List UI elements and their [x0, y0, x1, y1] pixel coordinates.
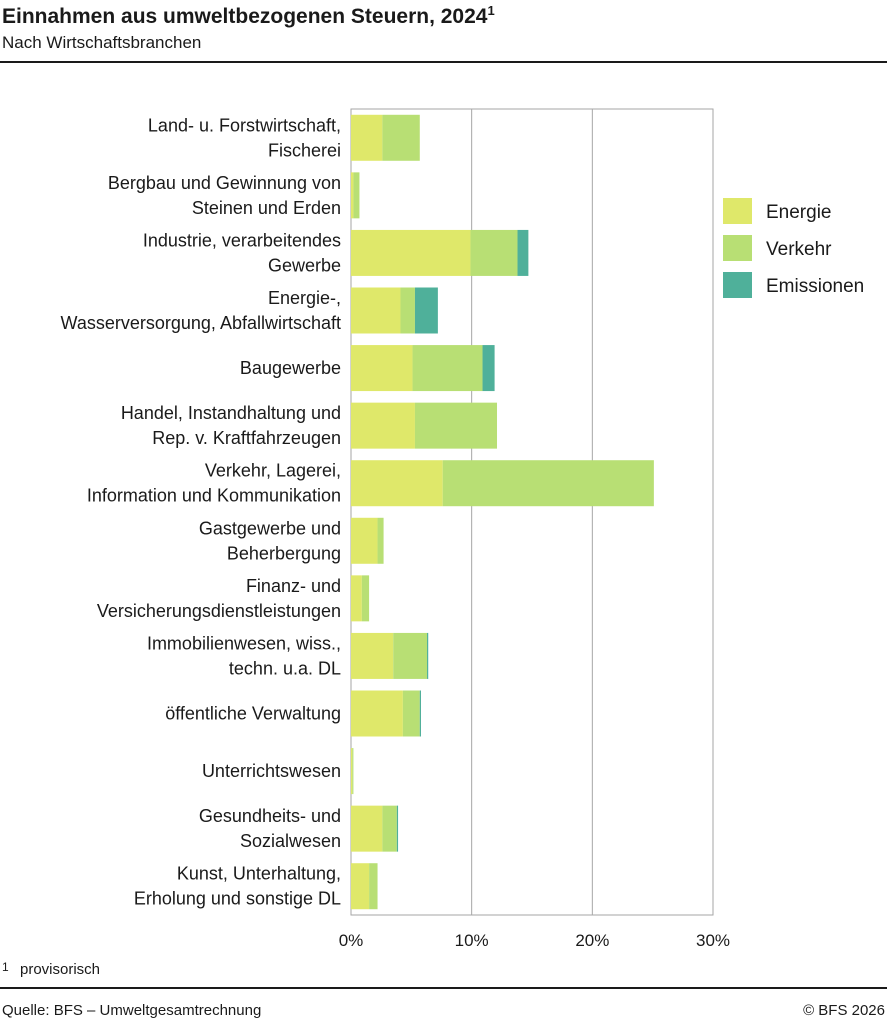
plot-frame	[350, 108, 714, 916]
category-label: techn. u.a. DL	[229, 658, 341, 678]
category-label: Baugewerbe	[240, 358, 341, 378]
category-label: Gewerbe	[268, 255, 341, 275]
bar-energie	[351, 229, 471, 276]
bar-verkehr	[470, 229, 518, 276]
category-label: Fischerei	[268, 140, 341, 160]
legend-swatch-energie	[723, 198, 752, 224]
category-label: Finanz- und	[246, 576, 341, 596]
category-label: öffentliche Verwaltung	[165, 704, 341, 724]
bar-energie	[351, 690, 403, 737]
category-label: Gastgewerbe und	[199, 518, 341, 538]
x-tick-label: 30%	[696, 931, 730, 950]
bar-emissionen	[396, 805, 399, 852]
bar-verkehr	[393, 632, 428, 679]
bar-verkehr	[402, 690, 420, 737]
category-label: Unterrichtswesen	[202, 761, 341, 781]
legend-label: Verkehr	[766, 239, 832, 260]
bar-verkehr	[382, 805, 397, 852]
source-note: Quelle: BFS – Umweltgesamtrechnung	[2, 1002, 262, 1019]
footnote-text: provisorisch	[20, 961, 101, 978]
stacked-bar-chart: 0% 10% 20% 30% Land- u. Forstwirtschaft, Fisc…	[61, 108, 864, 950]
bar-energie	[351, 863, 370, 910]
bar-verkehr	[353, 172, 360, 219]
bar-energie	[351, 172, 354, 219]
category-label: Handel, Instandhaltung und	[121, 403, 341, 423]
category-label: Versicherungsdienstleistungen	[97, 601, 341, 621]
bar-verkehr	[400, 287, 415, 334]
x-tick-label: 0%	[339, 931, 364, 950]
bar-verkehr	[414, 402, 498, 449]
category-label: Immobilienwesen, wiss.,	[147, 633, 341, 653]
category-label: Wasserversorgung, Abfallwirtschaft	[61, 313, 341, 333]
category-label: Steinen und Erden	[192, 198, 341, 218]
bar-verkehr	[361, 575, 370, 622]
legend-label: Energie	[766, 202, 832, 223]
category-label: Gesundheits- und	[199, 806, 341, 826]
category-label: Erholung und sonstige DL	[134, 889, 341, 909]
legend-label: Emissionen	[766, 276, 864, 297]
footer-rule	[0, 987, 887, 989]
header-rule	[0, 61, 887, 63]
bar-energie	[351, 575, 362, 622]
category-label: Rep. v. Kraftfahrzeugen	[152, 428, 341, 448]
category-label: Bergbau und Gewinnung von	[108, 173, 341, 193]
category-label: Industrie, verarbeitendes	[143, 230, 341, 250]
chart-subtitle: Nach Wirtschaftsbranchen	[2, 33, 202, 52]
bar-verkehr	[442, 460, 654, 507]
bar-energie	[351, 114, 383, 161]
legend-swatch-verkehr	[723, 235, 752, 261]
bar-verkehr	[382, 114, 420, 161]
bar-emissionen	[427, 632, 429, 679]
bar-emissionen	[482, 345, 495, 392]
category-label: Sozialwesen	[240, 831, 341, 851]
bar-energie	[351, 517, 378, 564]
bar-energie	[351, 345, 413, 392]
bar-verkehr	[412, 345, 483, 392]
bar-energie	[351, 460, 443, 507]
footnote: 1 provisorisch	[2, 960, 100, 978]
category-label: Kunst, Unterhaltung,	[177, 864, 341, 884]
bar-energie	[351, 632, 394, 679]
bar-verkehr	[352, 748, 354, 795]
bar-energie	[351, 805, 383, 852]
category-label: Land- u. Forstwirtschaft,	[148, 115, 341, 135]
category-label: Verkehr, Lagerei,	[205, 461, 341, 481]
category-label: Energie-,	[268, 288, 341, 308]
bar-energie	[351, 287, 401, 334]
bar-emissionen	[419, 690, 421, 737]
bar-verkehr	[377, 517, 384, 564]
bar-verkehr	[369, 863, 378, 910]
category-label: Information und Kommunikation	[87, 486, 341, 506]
footnote-mark: 1	[2, 960, 9, 974]
legend-swatch-emissionen	[723, 272, 752, 298]
x-tick-label: 20%	[575, 931, 609, 950]
bar-energie	[351, 748, 353, 795]
copyright: © BFS 2026	[803, 1002, 885, 1019]
bar-energie	[351, 402, 415, 449]
bar-emissionen	[517, 229, 529, 276]
chart-title: Einnahmen aus umweltbezogenen Steuern, 2…	[2, 3, 495, 28]
bar-emissionen	[414, 287, 438, 334]
category-label: Beherbergung	[227, 543, 341, 563]
title-footnote-mark: 1	[487, 3, 495, 18]
x-tick-label: 10%	[455, 931, 489, 950]
